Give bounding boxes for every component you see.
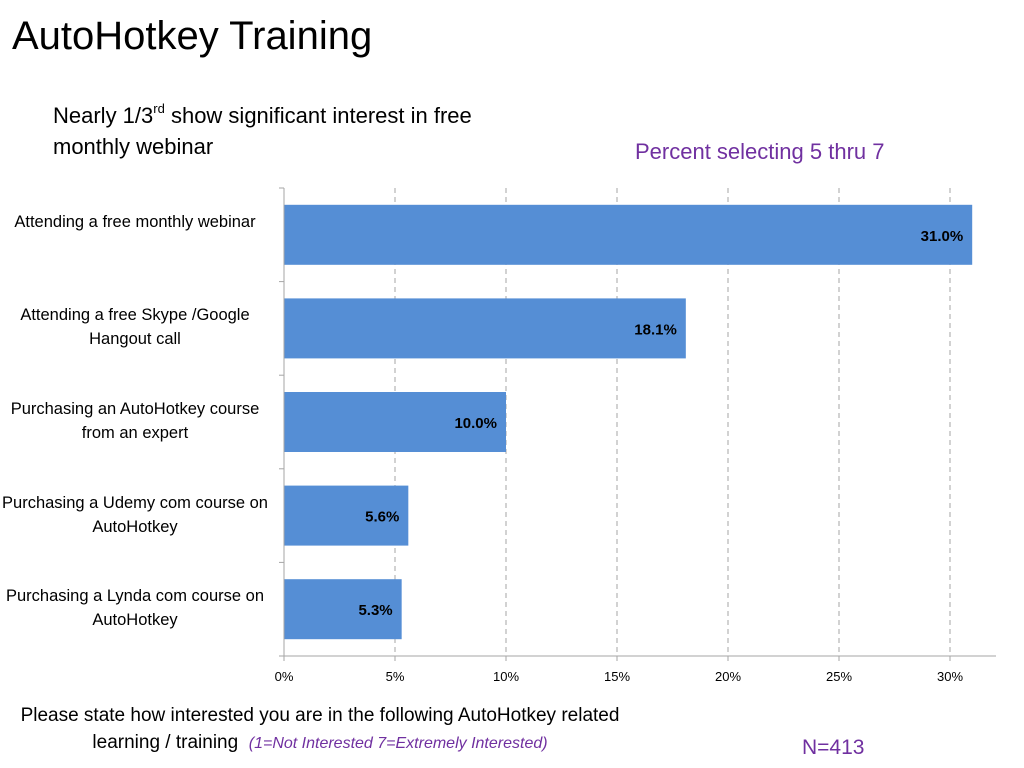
scale-note: (1=Not Interested 7=Extremely Interested… xyxy=(248,735,548,752)
measure-note: Percent selecting 5 thru 7 xyxy=(635,139,885,164)
subtitle-superscript: rd xyxy=(153,101,165,116)
x-tick-label: 5% xyxy=(386,669,405,684)
category-label: Attending a free Skype /Google Hangout c… xyxy=(20,306,250,349)
bar-chart: 0% 5% 10% 15% 20% 25% 30% 31.0% 18.1% 10.0% 5.6% 5… xyxy=(275,187,996,684)
question-text: Please state how interested you are in t… xyxy=(20,705,620,753)
category-label: Attending a free monthly webinar xyxy=(14,212,256,231)
x-tick-label: 15% xyxy=(604,669,630,684)
axes: 0% 5% 10% 15% 20% 25% 30% xyxy=(275,187,996,684)
subtitle-main: Nearly 1/3 xyxy=(53,103,154,128)
bar xyxy=(284,579,402,640)
bar xyxy=(284,204,973,265)
sample-size: N=413 xyxy=(802,736,865,759)
x-tick-label: 10% xyxy=(493,669,519,684)
bars xyxy=(284,204,973,640)
x-tick-label: 25% xyxy=(826,669,852,684)
x-tick-label: 20% xyxy=(715,669,741,684)
x-tick-label: 30% xyxy=(937,669,963,684)
survey-question: Please state how interested you are in t… xyxy=(10,702,630,757)
data-label: 5.6% xyxy=(365,509,399,526)
bar xyxy=(284,298,686,359)
data-label: 18.1% xyxy=(634,321,677,338)
bar xyxy=(284,392,506,452)
category-label: Purchasing a Udemy com course on AutoHot… xyxy=(2,493,268,536)
subtitle-rest: show significant interest in free monthl… xyxy=(53,103,472,159)
data-label: 10.0% xyxy=(454,415,497,432)
category-label: Purchasing an AutoHotkey course from an … xyxy=(10,400,260,442)
x-tick-label: 0% xyxy=(275,669,294,684)
data-labels: 31.0% 18.1% 10.0% 5.6% 5.3% xyxy=(358,228,963,619)
slide-subtitle: Nearly 1/3rd show significant interest i… xyxy=(53,100,553,162)
slide-title: AutoHotkey Training xyxy=(12,14,373,58)
data-label: 5.3% xyxy=(358,602,392,619)
data-label: 31.0% xyxy=(921,228,964,245)
category-label: Purchasing a Lynda com course on AutoHot… xyxy=(5,587,265,630)
bar xyxy=(284,485,409,546)
